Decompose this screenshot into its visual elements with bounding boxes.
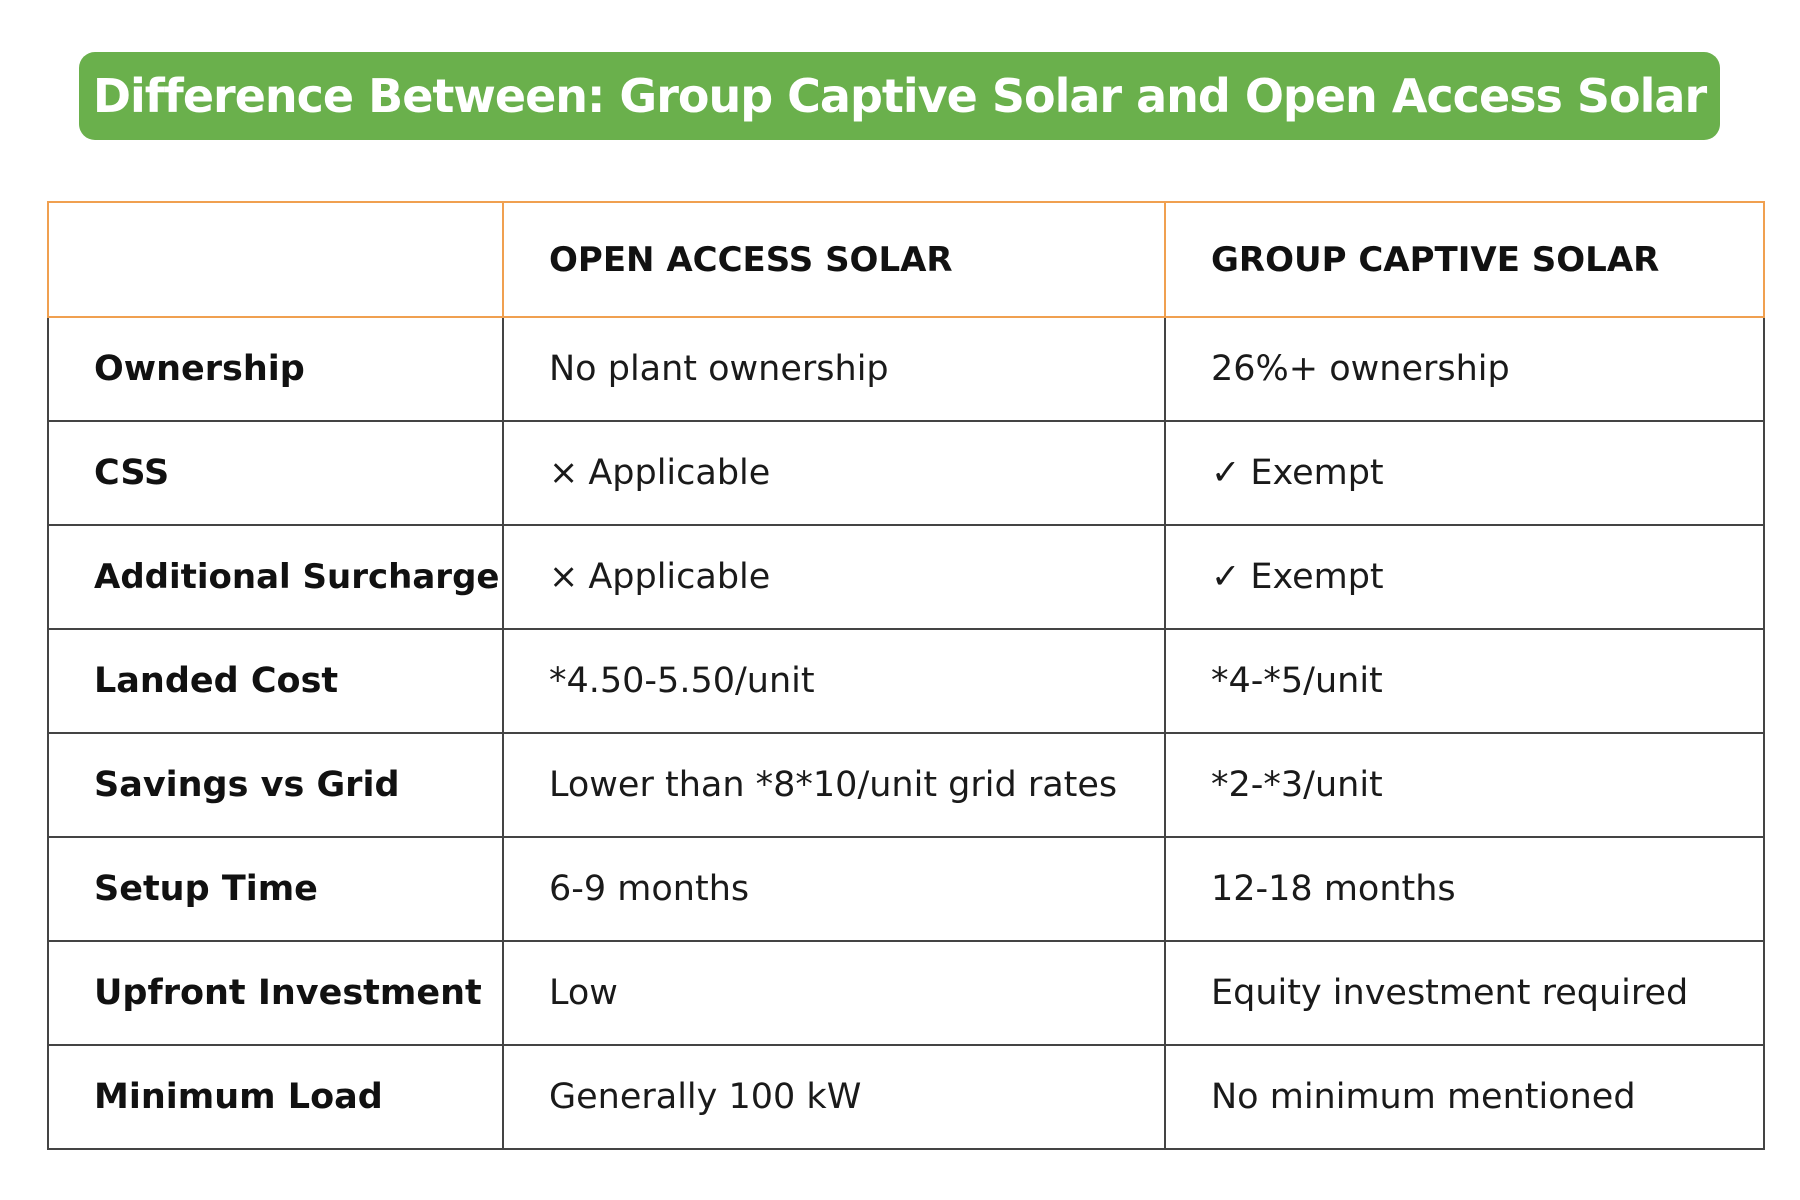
group-captive-cell: *2-*3/unit: [1164, 732, 1765, 838]
open-access-cell: × Applicable: [502, 524, 1166, 630]
check-icon: ✓: [1211, 557, 1241, 597]
table-row: Setup Time 6-9 months 12-18 months: [47, 836, 1765, 942]
row-label: CSS: [47, 420, 504, 526]
table-row: CSS × Applicable ✓ Exempt: [47, 420, 1765, 526]
group-captive-cell: 12-18 months: [1164, 836, 1765, 942]
table-row: Ownership No plant ownership 26%+ owners…: [47, 316, 1765, 422]
open-access-cell: No plant ownership: [502, 316, 1166, 422]
row-label: Landed Cost: [47, 628, 504, 734]
cross-icon: ×: [549, 453, 579, 493]
page-title: Difference Between: Group Captive Solar …: [92, 69, 1707, 123]
group-captive-cell: 26%+ ownership: [1164, 316, 1765, 422]
table-header-row: OPEN ACCESS SOLAR GROUP CAPTIVE SOLAR: [47, 201, 1765, 318]
group-captive-cell: No minimum mentioned: [1164, 1044, 1765, 1150]
header-cell-empty: [47, 201, 504, 318]
row-label: Minimum Load: [47, 1044, 504, 1150]
table-row: Savings vs Grid Lower than *8*10/unit gr…: [47, 732, 1765, 838]
header-group-captive: GROUP CAPTIVE SOLAR: [1164, 201, 1765, 318]
open-access-cell: Lower than *8*10/unit grid rates: [502, 732, 1166, 838]
group-captive-value: Exempt: [1250, 453, 1384, 493]
open-access-value: Applicable: [588, 453, 771, 493]
open-access-value: Applicable: [588, 557, 771, 597]
row-label: Additional Surcharge: [47, 524, 504, 630]
open-access-cell: Low: [502, 940, 1166, 1046]
check-icon: ✓: [1211, 453, 1241, 493]
table-row: Landed Cost *4.50-5.50/unit *4-*5/unit: [47, 628, 1765, 734]
row-label: Ownership: [47, 316, 504, 422]
comparison-table: OPEN ACCESS SOLAR GROUP CAPTIVE SOLAR Ow…: [47, 201, 1765, 1150]
group-captive-cell: ✓ Exempt: [1164, 420, 1765, 526]
open-access-cell: × Applicable: [502, 420, 1166, 526]
header-open-access: OPEN ACCESS SOLAR: [502, 201, 1166, 318]
row-label: Setup Time: [47, 836, 504, 942]
open-access-cell: Generally 100 kW: [502, 1044, 1166, 1150]
open-access-cell: 6-9 months: [502, 836, 1166, 942]
table-row: Minimum Load Generally 100 kW No minimum…: [47, 1044, 1765, 1150]
group-captive-cell: *4-*5/unit: [1164, 628, 1765, 734]
group-captive-cell: Equity investment required: [1164, 940, 1765, 1046]
open-access-cell: *4.50-5.50/unit: [502, 628, 1166, 734]
table-row: Additional Surcharge × Applicable ✓ Exempt: [47, 524, 1765, 630]
title-banner: Difference Between: Group Captive Solar …: [79, 52, 1720, 140]
row-label: Upfront Investment: [47, 940, 504, 1046]
table-row: Upfront Investment Low Equity investment…: [47, 940, 1765, 1046]
cross-icon: ×: [549, 557, 579, 597]
group-captive-value: Exempt: [1250, 557, 1384, 597]
group-captive-cell: ✓ Exempt: [1164, 524, 1765, 630]
row-label: Savings vs Grid: [47, 732, 504, 838]
